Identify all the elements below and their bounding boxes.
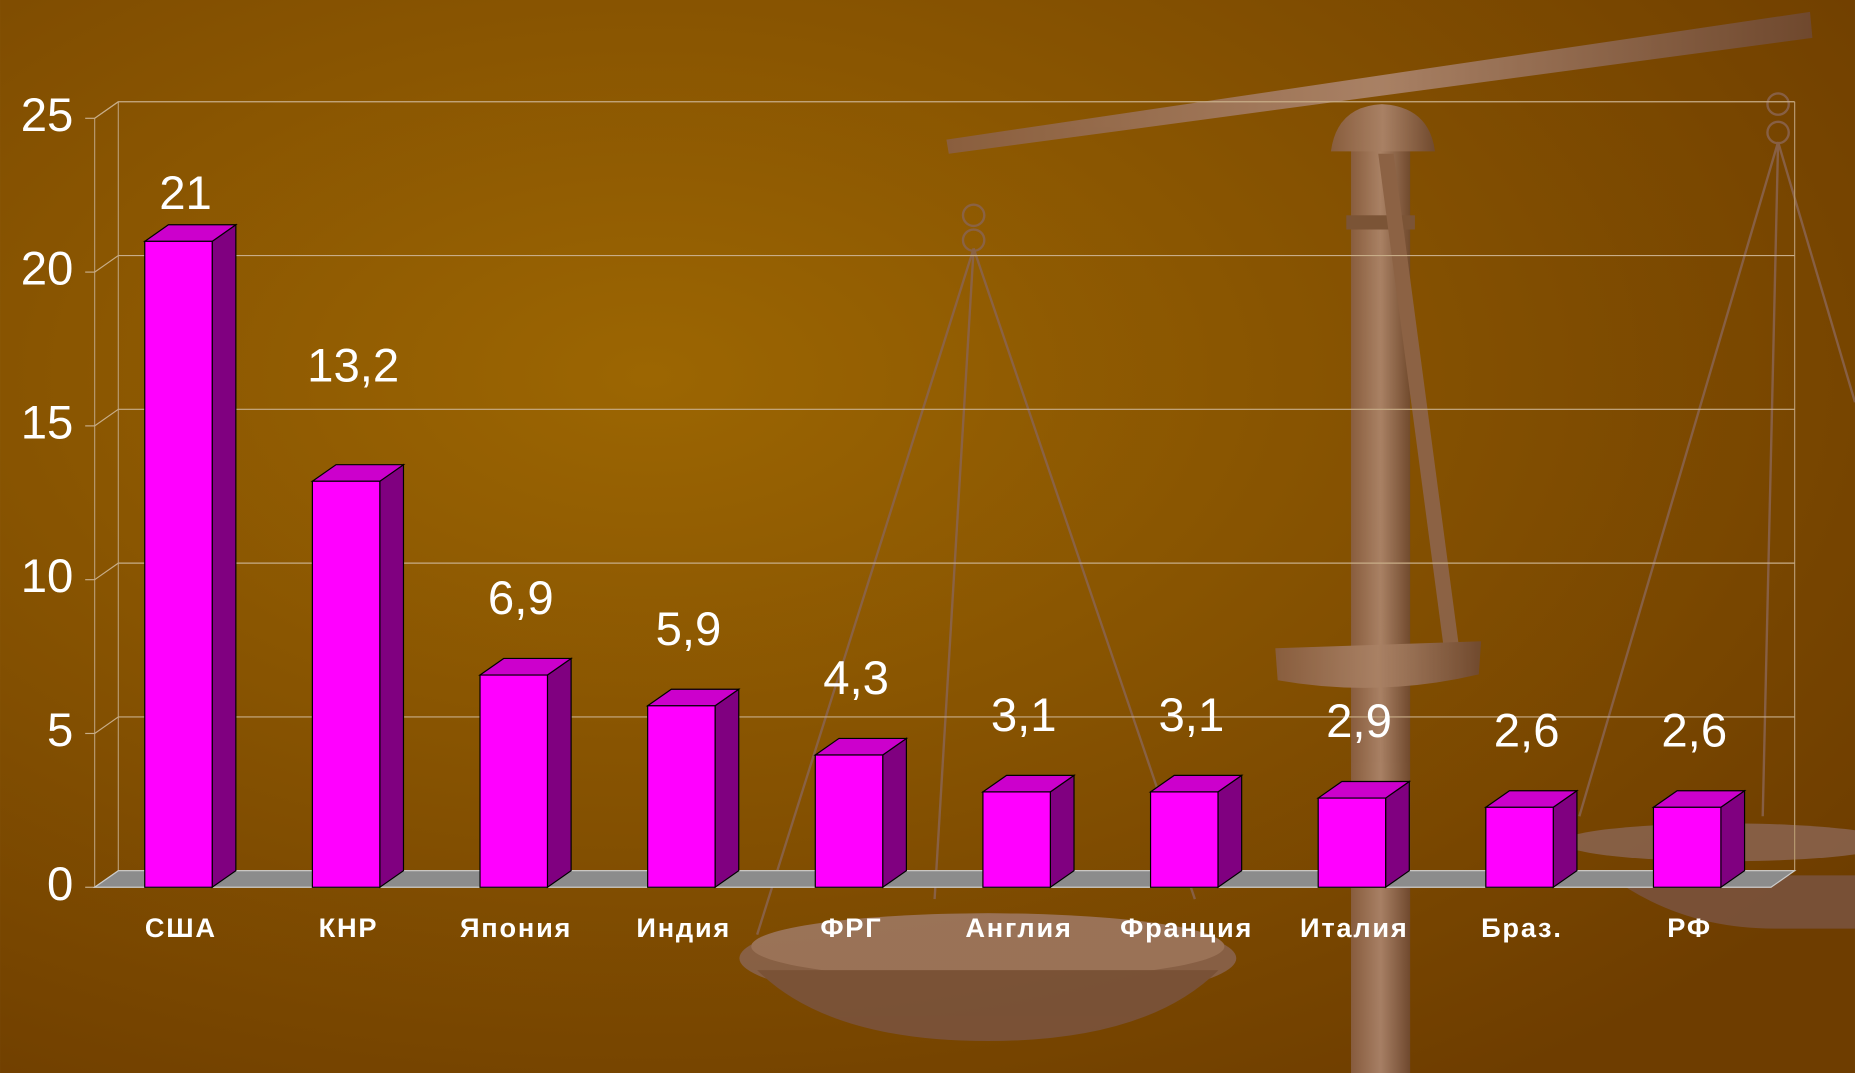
bar-side xyxy=(546,657,572,889)
grid-line xyxy=(94,254,1795,273)
bar xyxy=(144,240,213,888)
bar xyxy=(1485,806,1554,888)
grid-line xyxy=(94,408,1795,427)
x-tick-label: Англия xyxy=(965,912,1072,943)
scales-decoration xyxy=(739,11,1855,1073)
bar-side xyxy=(882,737,907,889)
value-label: 6,9 xyxy=(488,572,554,625)
y-tick-label: 0 xyxy=(47,858,73,911)
bar xyxy=(1652,806,1722,888)
bar xyxy=(1317,797,1387,888)
bar-side xyxy=(211,223,237,889)
bar-side xyxy=(1385,780,1410,889)
x-tick-label: Франция xyxy=(1120,912,1253,943)
y-tick-label: 5 xyxy=(47,704,73,757)
bar-side xyxy=(714,688,740,889)
value-label: 3,1 xyxy=(1158,689,1224,742)
x-tick-label: КНР xyxy=(319,912,379,943)
bar-side xyxy=(1217,774,1243,889)
value-label: 2,6 xyxy=(1494,704,1560,757)
x-tick-label: РФ xyxy=(1667,912,1712,943)
x-tick-label: Браз. xyxy=(1481,912,1563,943)
bar xyxy=(479,674,549,888)
value-label: 2,6 xyxy=(1661,704,1727,757)
x-tick-label: США xyxy=(145,912,217,943)
value-label: 21 xyxy=(159,167,212,220)
value-label: 5,9 xyxy=(656,603,722,656)
grid-line xyxy=(94,562,1795,581)
x-tick-label: ФРГ xyxy=(820,912,882,943)
grid-line xyxy=(94,716,1795,734)
bar xyxy=(1149,791,1219,888)
x-tick-label: Индия xyxy=(636,912,731,943)
grid-line xyxy=(94,101,1795,119)
y-tick-label: 20 xyxy=(21,243,74,296)
value-label: 13,2 xyxy=(307,339,399,392)
bar xyxy=(647,705,716,888)
value-label: 4,3 xyxy=(823,652,889,705)
bar xyxy=(311,480,381,888)
plot-area: 0 5 10 15 20 25 США 21 КНР 13,2 Япония 6,9 Индия 5,9 Ф… xyxy=(21,89,1797,943)
bar-side xyxy=(1049,774,1075,889)
value-label: 2,9 xyxy=(1326,695,1392,748)
y-tick-label: 15 xyxy=(21,396,74,449)
x-tick-label: Япония xyxy=(460,912,572,943)
bar-side xyxy=(379,463,405,889)
x-tick-label: Италия xyxy=(1300,912,1408,943)
bar xyxy=(814,754,884,888)
y-tick-label: 25 xyxy=(21,89,74,142)
y-tick-label: 10 xyxy=(21,550,74,603)
value-label: 3,1 xyxy=(991,689,1057,742)
bar xyxy=(982,791,1051,888)
